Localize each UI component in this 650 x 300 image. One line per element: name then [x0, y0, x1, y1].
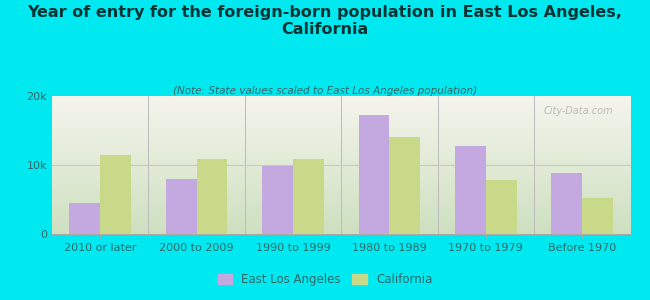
Text: Year of entry for the foreign-born population in East Los Angeles,
California: Year of entry for the foreign-born popul… — [27, 4, 623, 37]
Bar — [359, 115, 389, 234]
Bar — [389, 137, 421, 234]
Bar — [166, 179, 196, 234]
Bar — [262, 167, 293, 234]
Text: (Note: State values scaled to East Los Angeles population): (Note: State values scaled to East Los A… — [173, 85, 477, 95]
Bar — [196, 160, 227, 234]
Text: City-Data.com: City-Data.com — [543, 106, 613, 116]
Bar — [551, 173, 582, 234]
Bar — [293, 159, 324, 234]
Legend: East Los Angeles, California: East Los Angeles, California — [213, 269, 437, 291]
Bar — [582, 198, 613, 234]
Bar — [455, 146, 486, 234]
Bar — [100, 154, 131, 234]
Bar — [486, 180, 517, 234]
Bar — [70, 203, 100, 234]
